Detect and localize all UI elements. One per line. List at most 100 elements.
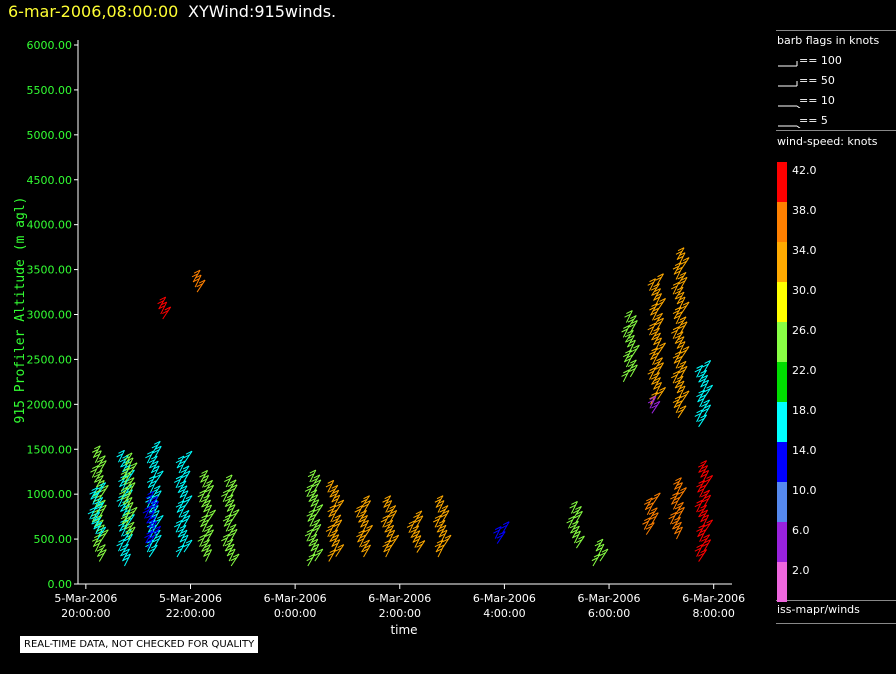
wind-barb xyxy=(680,257,690,270)
wind-barb xyxy=(648,507,658,521)
wind-barb xyxy=(627,359,637,373)
wind-barb xyxy=(591,553,601,567)
wind-barb xyxy=(440,510,450,523)
colorbar-label: 14.0 xyxy=(792,444,817,457)
wind-barb xyxy=(122,553,131,567)
wind-barb xyxy=(227,523,237,537)
wind-barb xyxy=(152,525,162,539)
wind-barb xyxy=(203,524,213,538)
wind-barb xyxy=(224,474,233,488)
data-source: iss-mapr/winds xyxy=(777,603,860,616)
wind-barb xyxy=(655,362,664,375)
wind-barb xyxy=(181,470,191,484)
wind-barb xyxy=(697,460,708,473)
wind-barb xyxy=(96,544,106,557)
colorbar-label: 34.0 xyxy=(792,244,817,257)
barb-legend-label: == 100 xyxy=(799,54,842,67)
wind-barb xyxy=(699,374,709,388)
wind-barb xyxy=(651,400,661,414)
wind-barb xyxy=(196,279,206,293)
wind-barb xyxy=(92,516,102,530)
wind-barb xyxy=(413,510,423,524)
wind-barb xyxy=(673,521,682,535)
y-tick-label: 3500.00 xyxy=(27,264,73,277)
colorbar-label: 2.0 xyxy=(792,564,810,577)
y-tick-label: 2500.00 xyxy=(27,353,73,366)
wind-barb xyxy=(330,534,340,547)
plot-date: 6-mar-2006,08:00:00 xyxy=(8,2,179,21)
wind-barb xyxy=(678,321,688,335)
wind-barb xyxy=(335,499,345,513)
y-tick-label: 3000.00 xyxy=(27,309,73,322)
wind-barb xyxy=(627,315,637,328)
colorbar-swatch xyxy=(777,442,787,482)
wind-barb xyxy=(675,247,685,260)
wind-barb xyxy=(205,529,214,543)
colorbar-swatch xyxy=(777,282,787,322)
quality-notice: REAL-TIME DATA, NOT CHECKED FOR QUALITY xyxy=(20,636,259,653)
wind-barb xyxy=(360,495,370,508)
wind-barb xyxy=(680,390,690,404)
wind-barb xyxy=(333,519,343,533)
wind-barb xyxy=(388,510,398,523)
wind-barb xyxy=(362,500,371,513)
wind-barb xyxy=(99,484,109,498)
wind-barb xyxy=(162,306,172,320)
x-tick-label-date: 6-Mar-2006 xyxy=(578,592,641,605)
wind-barb xyxy=(309,494,319,507)
colorbar-swatch xyxy=(777,242,787,282)
wind-barb xyxy=(703,384,714,398)
wind-barb xyxy=(656,386,666,400)
wind-barb xyxy=(312,479,322,493)
wind-barb xyxy=(330,489,340,503)
wind-barb xyxy=(183,495,193,508)
wind-barb xyxy=(363,524,373,538)
wind-barb xyxy=(202,499,211,513)
wind-barb xyxy=(311,519,321,532)
barb-legend-icon xyxy=(778,81,798,87)
barb-legend-icon xyxy=(778,105,801,108)
colorbar-label: 6.0 xyxy=(792,524,810,537)
wind-barb xyxy=(574,510,583,524)
y-tick-label: 6000.00 xyxy=(27,39,73,52)
wind-barb xyxy=(116,449,125,463)
wind-barb xyxy=(700,399,711,413)
wind-barb xyxy=(225,543,235,557)
wind-barb xyxy=(99,529,109,543)
colorbar-label: 26.0 xyxy=(792,324,817,337)
wind-barb xyxy=(123,496,133,510)
x-tick-label-date: 6-Mar-2006 xyxy=(264,592,327,605)
wind-barb xyxy=(626,334,635,348)
wind-barb xyxy=(206,509,216,523)
x-tick-label-time: 8:00:00 xyxy=(692,607,734,620)
x-tick-label-date: 6-Mar-2006 xyxy=(473,592,536,605)
wind-barb xyxy=(178,485,188,499)
wind-barb xyxy=(359,514,368,528)
wind-barb xyxy=(675,291,685,305)
axes: 0.00 500.00 1000.00 1500.00 2000.00 2500.00 30… xyxy=(13,39,745,637)
wind-barb xyxy=(674,526,683,540)
wind-barb xyxy=(387,505,397,518)
wind-barb xyxy=(97,460,107,473)
wind-barb xyxy=(647,278,656,291)
wind-barb xyxy=(673,477,682,490)
wind-barb xyxy=(332,514,342,528)
wind-barb xyxy=(175,455,185,469)
wind-barb xyxy=(205,484,214,498)
wind-barb xyxy=(225,499,235,512)
wind-barb xyxy=(677,316,687,330)
wind-barb xyxy=(649,512,659,525)
wind-barb xyxy=(675,336,685,349)
wind-barb xyxy=(414,515,424,529)
colorbar-label: 30.0 xyxy=(792,284,817,297)
wind-barb xyxy=(699,509,709,523)
wind-barb xyxy=(703,474,714,488)
colorbar-swatch xyxy=(777,402,787,442)
colorbar-swatch xyxy=(777,202,787,242)
wind-barb xyxy=(121,548,130,562)
x-tick-label-date: 5-Mar-2006 xyxy=(159,592,222,605)
wind-barb xyxy=(569,501,578,514)
wind-barb xyxy=(152,445,162,459)
wind-barb xyxy=(150,501,160,514)
